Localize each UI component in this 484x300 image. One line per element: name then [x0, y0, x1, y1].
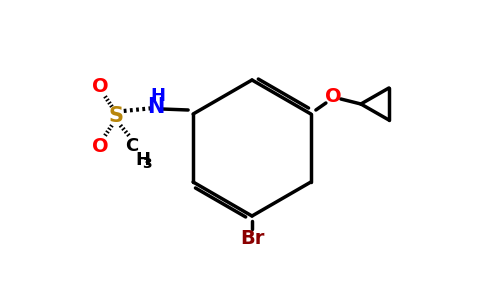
- Text: N: N: [148, 97, 165, 117]
- Text: S: S: [108, 106, 123, 126]
- Text: Br: Br: [240, 229, 264, 247]
- Text: H: H: [151, 87, 166, 105]
- Text: 3: 3: [142, 157, 152, 171]
- Text: O: O: [325, 86, 341, 106]
- Text: O: O: [92, 76, 108, 95]
- Text: H: H: [135, 151, 150, 169]
- Text: C: C: [125, 137, 139, 155]
- Text: O: O: [92, 136, 108, 155]
